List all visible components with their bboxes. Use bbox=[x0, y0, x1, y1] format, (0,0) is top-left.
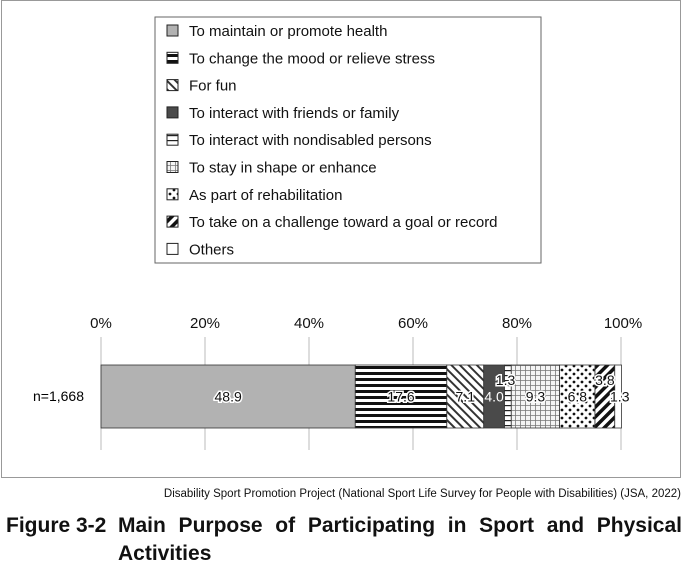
bar-value-label: 1.3 bbox=[496, 372, 516, 388]
bar-segment bbox=[446, 364, 485, 429]
legend-box bbox=[154, 16, 542, 264]
bar-value-label: 6.8 bbox=[568, 389, 588, 405]
legend-label: To change the mood or relieve stress bbox=[189, 50, 435, 67]
legend-swatch bbox=[166, 188, 179, 201]
bar-value-label: 4.0 bbox=[484, 389, 504, 405]
bar-segments bbox=[100, 364, 622, 429]
x-tick-label: 60% bbox=[398, 315, 428, 332]
x-tick-label: 100% bbox=[604, 315, 642, 332]
x-tick-label: 80% bbox=[502, 315, 532, 332]
x-tick-label: 40% bbox=[294, 315, 324, 332]
legend: To maintain or promote health To change t… bbox=[166, 23, 498, 258]
legend-label: For fun bbox=[189, 78, 237, 95]
source-note: Disability Sport Promotion Project (Nati… bbox=[163, 488, 681, 500]
legend-swatch bbox=[166, 133, 179, 146]
x-tick-label: 20% bbox=[190, 315, 220, 332]
legend-label: To take on a challenge toward a goal or … bbox=[189, 214, 498, 231]
stacked-bar-chart: To maintain or promote health To change t… bbox=[33, 16, 642, 450]
legend-label: To interact with nondisabled persons bbox=[189, 132, 432, 149]
bar-value-label: 1.3 bbox=[610, 389, 630, 405]
legend-label: To interact with friends or family bbox=[189, 105, 400, 122]
figure-title: Main Purpose of Participating in Sport a… bbox=[118, 514, 682, 565]
legend-swatch bbox=[166, 242, 179, 255]
bar-value-label: 17.6 bbox=[387, 389, 414, 405]
bar-value-label: 3.8 bbox=[595, 372, 615, 388]
legend-label: As part of rehabilitation bbox=[189, 187, 342, 204]
legend-swatch bbox=[166, 161, 179, 173]
legend-label: To stay in shape or enhance bbox=[189, 160, 377, 177]
category-label: n=1,668 bbox=[33, 388, 84, 404]
legend-swatch bbox=[166, 24, 179, 37]
legend-label: Others bbox=[189, 241, 234, 258]
x-axis-ticks: 0% 20% 40% 60% 80% 100% bbox=[90, 315, 642, 332]
legend-swatch bbox=[166, 215, 179, 228]
legend-swatch bbox=[166, 51, 179, 64]
data-labels: 48.9 17.6 7.1 4.01.39.3 6.83.81.3 bbox=[213, 371, 631, 407]
bar-segment bbox=[510, 364, 561, 429]
bar-value-label: 7.1 bbox=[456, 389, 476, 405]
bar-value-label: 9.3 bbox=[526, 389, 546, 405]
legend-swatch bbox=[166, 106, 179, 119]
figure-caption: Figure 3-2 Main Purpose of Participating… bbox=[6, 512, 682, 568]
bar-segment bbox=[354, 364, 448, 429]
bar-segment bbox=[614, 364, 622, 429]
figure-number: Figure 3-2 bbox=[6, 514, 107, 537]
x-tick-label: 0% bbox=[90, 315, 112, 332]
bar-segment bbox=[100, 364, 356, 429]
bar-value-label: 48.9 bbox=[215, 389, 242, 405]
legend-label: To maintain or promote health bbox=[189, 23, 387, 40]
legend-swatch bbox=[166, 79, 179, 92]
